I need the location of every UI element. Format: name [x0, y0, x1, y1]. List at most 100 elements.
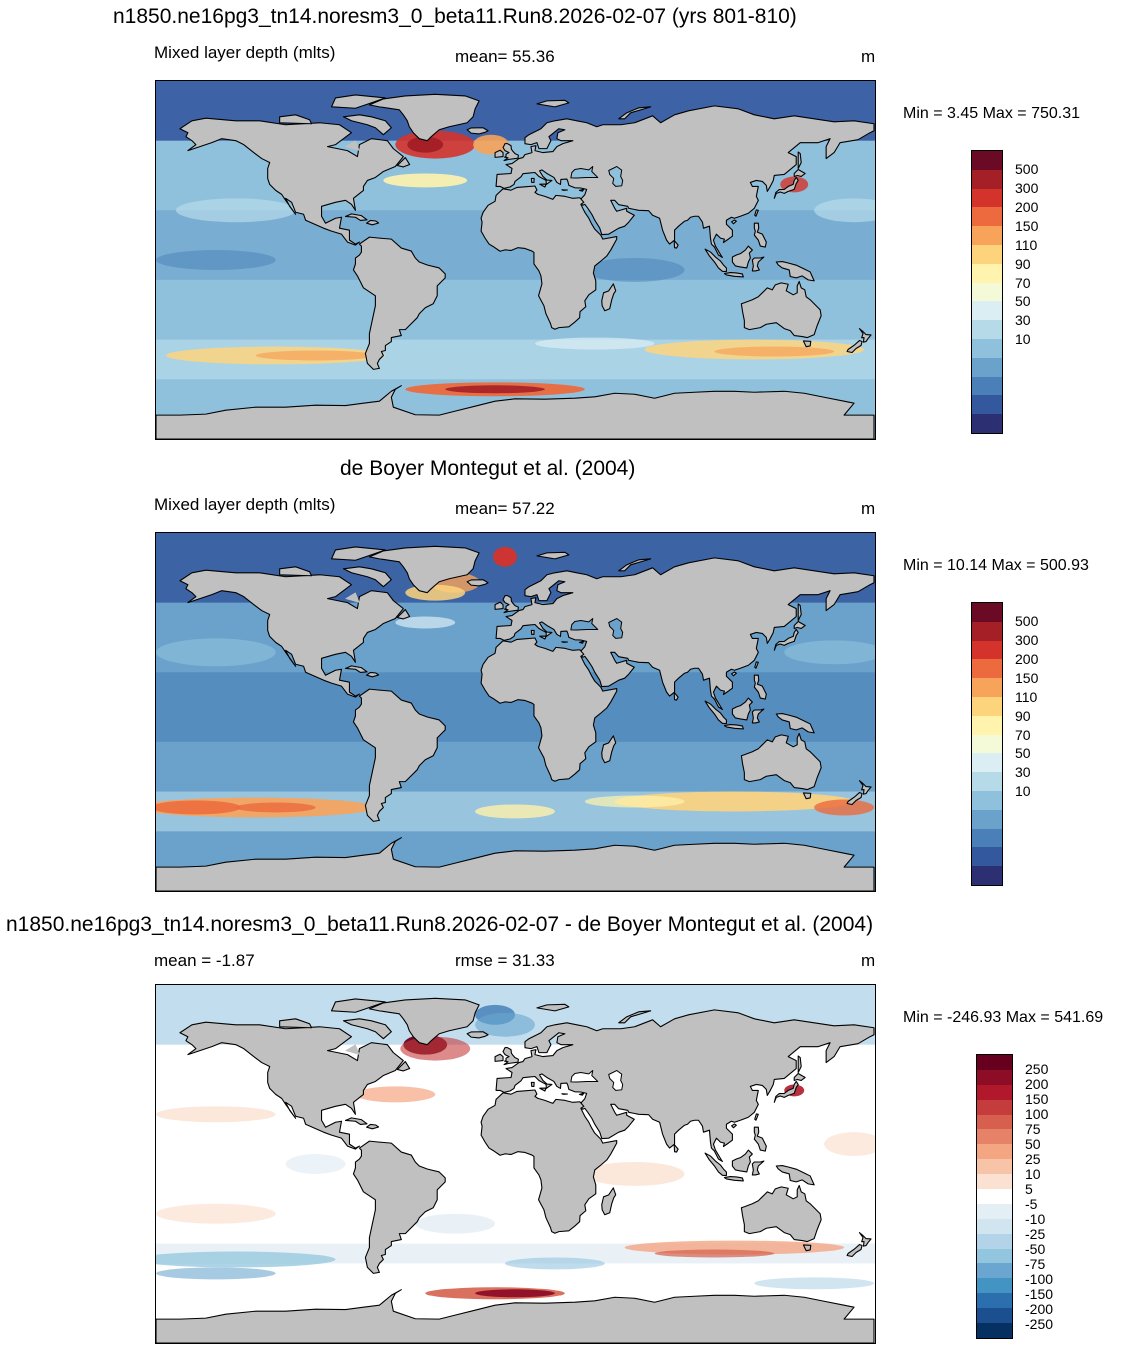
landmass-newGuinea: [775, 713, 815, 734]
colorbar-swatch: [972, 753, 1002, 773]
landmass-tasmania: [802, 340, 812, 348]
landmass-sakhalin: [797, 1055, 802, 1074]
colorbar-swatch: [972, 790, 1002, 810]
colorbar-swatch: [977, 1129, 1012, 1145]
colorbar-swatch: [972, 603, 1002, 622]
colorbar-tick-label: 110: [1015, 236, 1038, 253]
landmass-taiwan: [754, 1113, 759, 1121]
landmass-sulawesi: [751, 256, 765, 272]
landmass-cyprus: [578, 1092, 585, 1096]
landmass-novayaZemlya: [618, 1010, 652, 1024]
landmass-ellesmere: [330, 998, 386, 1013]
colorbar-tick-label: 150: [1015, 217, 1039, 234]
colorbar-swatch: [972, 809, 1002, 829]
landmass-uk: [502, 594, 519, 614]
colorbar-tick-label: 25: [1025, 1151, 1041, 1167]
colorbar-tick-label: 30: [1015, 764, 1031, 781]
landmass-victoriaIsl: [279, 114, 313, 125]
colorbar-tick-label: 70: [1015, 726, 1031, 743]
colorbar-swatch: [977, 1159, 1012, 1175]
colorbar-tick-label: 110: [1015, 688, 1038, 705]
colorbar-tick-label: -25: [1025, 1226, 1046, 1242]
colorbar-swatch: [977, 1293, 1012, 1309]
landmass-taiwan: [754, 661, 759, 669]
landmass-antarctica: [156, 837, 875, 891]
landmass-taiwan: [754, 209, 759, 217]
landmass-japan: [773, 628, 799, 651]
panel1-title: n1850.ne16pg3_tn14.noresm3_0_beta11.Run8…: [113, 5, 797, 28]
colorbar-swatch: [977, 1114, 1012, 1130]
colorbar-swatch: [972, 847, 1002, 867]
colorbar-tick-label: 10: [1015, 331, 1031, 348]
landmass-hokkaido: [793, 620, 806, 630]
colorbar-swatch: [972, 734, 1002, 754]
colorbar-tick-label: 30: [1015, 312, 1031, 329]
landmass-svalbard: [536, 99, 570, 108]
landmass-australia: [740, 732, 822, 791]
landmass-northAmerica: [179, 1021, 404, 1150]
panel2-minmax: Min = 10.14 Max = 500.93: [903, 557, 1089, 574]
colorbar-tick-label: 300: [1015, 179, 1039, 196]
colorbar-tick-label: 75: [1025, 1121, 1041, 1137]
landmass-sumatra: [704, 700, 727, 725]
landmass-uk: [502, 142, 519, 162]
colorbar-swatch: [972, 338, 1002, 358]
colorbar-swatch: [972, 188, 1002, 208]
landmass-iceland: [466, 127, 489, 135]
colorbar-swatch: [977, 1069, 1012, 1085]
landmass-ellesmere: [330, 94, 386, 109]
colorbar-tick-label: 250: [1025, 1061, 1049, 1077]
panel1-variable-label: Mixed layer depth (mlts): [154, 43, 336, 62]
panel3-minmax: Min = -246.93 Max = 541.69: [903, 1009, 1104, 1026]
landmass-newZealandN: [858, 780, 872, 795]
colorbar-swatch: [972, 357, 1002, 377]
landmass-africa: [480, 637, 618, 782]
landmass-crete: [561, 1093, 569, 1095]
landmass-greenland: [368, 93, 480, 142]
colorbar-swatch: [972, 715, 1002, 735]
colorbar-tick-label: 50: [1015, 745, 1031, 762]
map-canvas: [156, 533, 875, 891]
colorbar-tick-label: -5: [1025, 1196, 1038, 1212]
colorbar-swatch: [972, 866, 1002, 885]
colorbar-swatch: [977, 1203, 1012, 1219]
colorbar-swatch: [972, 828, 1002, 848]
colorbar-swatch: [977, 1278, 1012, 1294]
colorbar-swatch: [972, 226, 1002, 245]
landmass-philippines: [753, 1126, 767, 1152]
panel3-title: n1850.ne16pg3_tn14.noresm3_0_beta11.Run8…: [6, 913, 874, 936]
colorbar-tick-label: 5: [1025, 1181, 1033, 1197]
landmass-cuba: [344, 213, 368, 221]
landmass-northAmerica: [179, 117, 404, 246]
landmass-australia: [740, 1184, 822, 1243]
landmass-greenland: [368, 545, 480, 594]
colorbar-tick-label: 200: [1025, 1076, 1049, 1092]
landmass-hokkaido: [793, 168, 806, 178]
colorbar-swatch: [972, 263, 1002, 283]
landmass-newGuinea: [775, 1165, 815, 1186]
panel3-map: [155, 984, 876, 1344]
landmass-northAmerica: [179, 569, 404, 698]
panel2-units: m: [861, 499, 876, 518]
landmass-newZealandN: [858, 1232, 872, 1247]
landmass-crete: [561, 189, 569, 191]
colorbar-swatch: [972, 772, 1002, 791]
colorbar-tick-label: -75: [1025, 1256, 1046, 1272]
colorbar-tick-label: -250: [1025, 1316, 1054, 1332]
colorbar-swatch: [977, 1248, 1012, 1264]
colorbar-swatch: [972, 621, 1002, 641]
landmass-sicily: [539, 635, 547, 640]
landmass-newGuinea: [775, 261, 815, 282]
landmass-victoriaIsl: [279, 1018, 313, 1029]
colorbar-swatch: [972, 244, 1002, 264]
landmass-cuba: [344, 665, 368, 673]
landmass-hokkaido: [793, 1072, 806, 1082]
colorbar-tick-label: -200: [1025, 1301, 1054, 1317]
landmass-sicily: [539, 1087, 547, 1092]
colorbar-tick-label: 200: [1015, 650, 1039, 667]
landmass-newZealandN: [858, 328, 872, 343]
panel3-rmse-label: rmse = 31.33: [455, 951, 555, 970]
colorbar-swatch: [977, 1174, 1012, 1190]
landmass-tasmania: [802, 1244, 812, 1252]
landmass-sulawesi: [751, 1160, 765, 1176]
